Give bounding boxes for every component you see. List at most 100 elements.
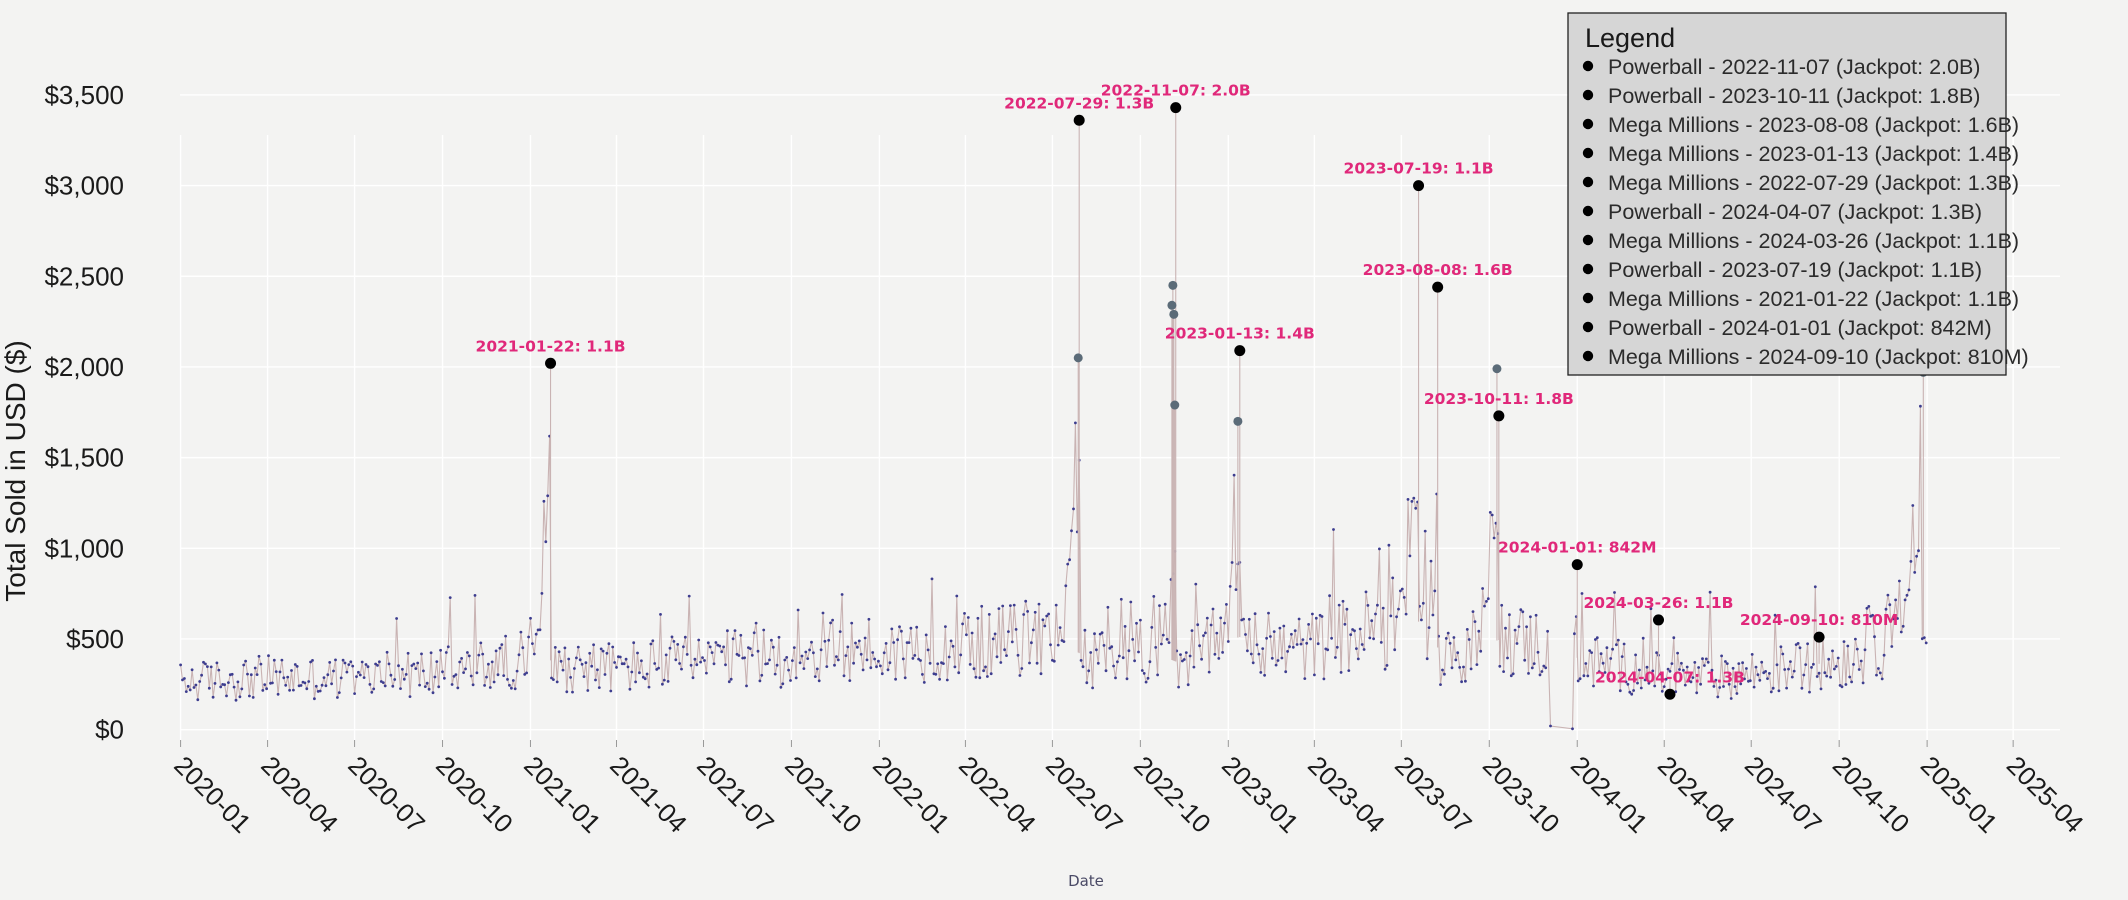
sales-point — [467, 654, 471, 658]
sales-point — [450, 683, 454, 686]
sales-point — [1689, 680, 1693, 684]
sales-point — [1278, 626, 1282, 630]
sales-point — [1152, 595, 1156, 598]
sales-point — [1121, 656, 1125, 660]
sales-point — [1659, 672, 1662, 676]
sales-point — [1542, 664, 1546, 668]
sales-point — [249, 673, 253, 677]
sales-point — [984, 665, 987, 669]
sales-point — [1764, 670, 1767, 673]
sales-point — [527, 635, 530, 639]
sales-point — [311, 659, 314, 662]
sales-point — [1464, 679, 1467, 683]
sales-point — [1117, 654, 1121, 658]
legend: Legend Powerball - 2022-11-07 (Jackpot: … — [1567, 12, 2029, 376]
sales-point — [1353, 629, 1356, 633]
sales-point — [510, 686, 513, 690]
y-tick-label: $2,000 — [44, 352, 124, 382]
sales-point — [638, 671, 641, 675]
outlier-point — [1167, 300, 1177, 310]
sales-point — [1160, 642, 1163, 646]
sales-point — [945, 678, 949, 682]
sales-point — [399, 687, 402, 690]
sales-point — [781, 682, 785, 686]
jackpot-annotation: 2024-03-26: 1.1B — [1583, 594, 1733, 612]
sales-point — [1817, 671, 1821, 675]
sales-point — [1616, 638, 1620, 642]
sales-point — [1441, 668, 1444, 672]
sales-point — [768, 658, 771, 662]
sales-point — [473, 594, 477, 597]
sales-point — [791, 659, 794, 662]
sales-point — [745, 684, 748, 688]
sales-point — [318, 689, 322, 693]
sales-point — [343, 661, 347, 665]
sales-point — [1790, 675, 1794, 679]
sales-point — [1748, 679, 1752, 683]
sales-point — [292, 688, 295, 692]
sales-point — [1202, 634, 1205, 637]
sales-point — [469, 674, 473, 678]
sales-point — [259, 662, 263, 666]
sales-point — [552, 678, 555, 681]
sales-point — [1513, 628, 1517, 632]
sales-point — [758, 679, 762, 683]
sales-point — [242, 663, 246, 667]
sales-point — [1056, 643, 1060, 647]
sales-point — [1624, 680, 1628, 684]
sales-point — [1421, 601, 1425, 605]
sales-point — [1412, 496, 1416, 500]
sales-point — [674, 658, 678, 662]
sales-point — [1802, 673, 1806, 677]
sales-point — [1724, 660, 1727, 663]
sales-point — [1083, 628, 1087, 632]
sales-point — [789, 679, 792, 682]
sales-point — [496, 673, 500, 677]
sales-point — [1632, 689, 1635, 692]
sales-point — [1913, 571, 1917, 574]
sales-point — [1892, 617, 1896, 621]
sales-point — [796, 608, 800, 612]
sales-point — [1741, 661, 1744, 665]
sales-point — [248, 694, 251, 698]
sales-point — [217, 668, 221, 672]
sales-point — [974, 675, 978, 679]
sales-point — [1760, 660, 1764, 664]
sales-point — [1270, 656, 1274, 660]
sales-point — [678, 662, 681, 665]
sales-point — [425, 681, 429, 685]
sales-point — [1486, 597, 1490, 601]
sales-point — [706, 641, 710, 645]
sales-point — [1664, 677, 1668, 681]
sales-point — [798, 661, 802, 665]
sales-point — [1508, 613, 1511, 617]
sales-point — [1511, 672, 1515, 676]
sales-point — [1622, 642, 1626, 646]
sales-point — [267, 654, 270, 658]
sales-point — [1064, 584, 1068, 588]
sales-point — [458, 660, 462, 664]
sales-point — [1020, 667, 1024, 670]
sales-point — [278, 670, 282, 674]
sales-point — [578, 658, 582, 662]
sales-point — [360, 660, 364, 664]
sales-point — [1433, 589, 1437, 593]
sales-point — [1035, 661, 1039, 665]
sales-point — [622, 662, 626, 666]
sales-point — [838, 630, 842, 633]
sales-point — [647, 685, 651, 689]
sales-point — [232, 685, 236, 689]
sales-point — [668, 646, 672, 650]
outlier-point — [1492, 364, 1502, 374]
sales-point — [766, 662, 769, 665]
sales-point — [1530, 666, 1534, 670]
jackpot-annotation: 2021-01-22: 1.1B — [476, 337, 626, 355]
sales-point — [1265, 636, 1268, 640]
sales-point — [1691, 676, 1695, 679]
legend-items: Powerball - 2022-11-07 (Jackpot: 2.0B) Po… — [1582, 55, 2029, 369]
sales-point — [1668, 669, 1672, 673]
sales-point — [909, 626, 913, 630]
jackpot-annotation: 2023-01-13: 1.4B — [1165, 325, 1315, 343]
sales-point — [848, 679, 852, 682]
sales-point — [1769, 690, 1773, 694]
